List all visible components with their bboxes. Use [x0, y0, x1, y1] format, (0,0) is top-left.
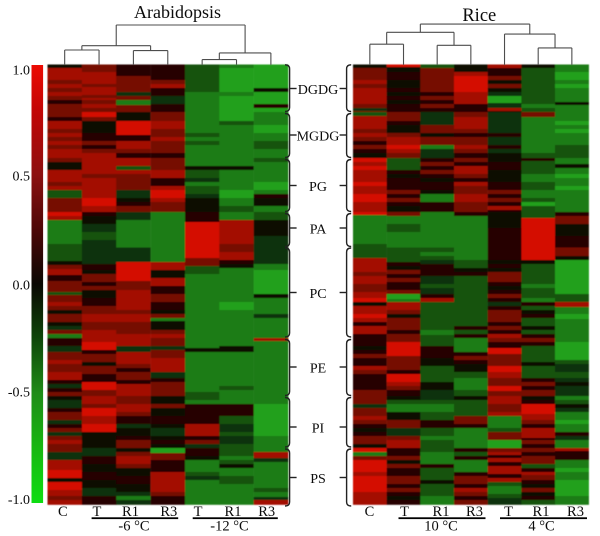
svg-text:-1.0: -1.0: [8, 493, 30, 508]
svg-text:DGDG: DGDG: [298, 83, 338, 98]
svg-text:4 °C: 4 °C: [528, 519, 554, 535]
svg-text:1.0: 1.0: [13, 63, 31, 78]
svg-text:10 °C: 10 °C: [424, 519, 458, 535]
svg-text:-6 °C: -6 °C: [118, 519, 149, 535]
svg-text:R3: R3: [466, 504, 483, 520]
svg-text:T: T: [92, 504, 101, 520]
svg-text:R3: R3: [567, 504, 584, 520]
svg-text:-12 °C: -12 °C: [210, 519, 248, 535]
svg-text:-0.5: -0.5: [8, 385, 30, 400]
svg-text:T: T: [504, 504, 513, 520]
svg-text:PS: PS: [310, 472, 326, 487]
svg-text:MGDG: MGDG: [297, 130, 340, 145]
svg-text:R1: R1: [533, 504, 550, 520]
svg-text:PC: PC: [309, 287, 326, 302]
svg-text:PE: PE: [310, 362, 326, 377]
svg-text:R3: R3: [258, 504, 275, 520]
svg-text:C: C: [58, 504, 68, 520]
svg-text:T: T: [194, 504, 203, 520]
svg-text:Arabidopsis: Arabidopsis: [134, 2, 221, 22]
svg-text:PI: PI: [312, 422, 325, 437]
svg-text:0.5: 0.5: [13, 169, 31, 184]
svg-text:R1: R1: [122, 504, 139, 520]
svg-text:0.0: 0.0: [13, 278, 31, 293]
svg-text:C: C: [365, 504, 375, 520]
svg-text:R1: R1: [433, 504, 450, 520]
svg-text:R3: R3: [160, 504, 177, 520]
svg-text:PA: PA: [310, 223, 328, 238]
svg-text:PG: PG: [309, 180, 327, 195]
svg-text:T: T: [400, 504, 409, 520]
svg-text:R1: R1: [225, 504, 242, 520]
svg-text:Rice: Rice: [462, 6, 496, 26]
